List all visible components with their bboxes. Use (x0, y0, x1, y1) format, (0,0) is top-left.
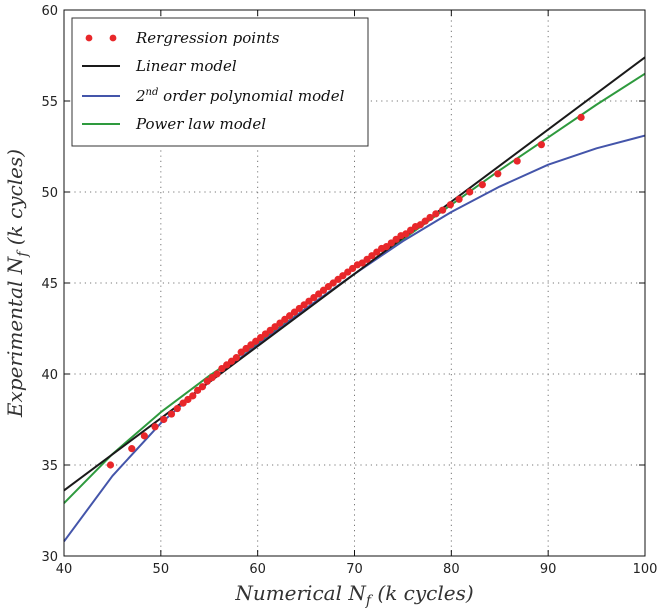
x-axis-label: Numerical Nf (k cycles) (234, 581, 473, 609)
x-axis-label-prefix: Numerical (234, 581, 348, 605)
legend-label-polynomial-sup: nd (146, 87, 159, 98)
x-axis-label-suffix: (k cycles) (371, 581, 474, 605)
legend-label-regression-points: Rergression points (135, 29, 280, 47)
legend-box (71, 17, 369, 147)
regression-point (478, 181, 486, 189)
regression-point (432, 210, 440, 218)
regression-point (466, 188, 474, 196)
legend-label-polynomial-rest: order polynomial model (158, 87, 344, 105)
regression-point (213, 370, 221, 378)
y-axis-label-sub: f (15, 249, 31, 258)
y-axis-label: Experimental Nf (k cycles) (3, 149, 31, 418)
regression-point (167, 410, 176, 418)
ticks: 40 50 60 70 80 90 100 30 35 40 45 50 55 60 (41, 4, 657, 577)
y-axis-label-prefix: Experimental (3, 274, 27, 418)
legend-label-linear: Linear model (135, 57, 237, 75)
regression-point (446, 201, 454, 209)
x-tick-label: 90 (540, 562, 557, 577)
regression-point (537, 141, 545, 149)
legend-marker-regression-point (109, 34, 117, 42)
y-tick-label: 45 (41, 277, 58, 292)
grid (64, 10, 645, 556)
regression-point (232, 354, 240, 362)
x-axis-label-var: N (347, 581, 367, 605)
series-layer (63, 56, 646, 543)
regression-point (160, 415, 168, 424)
x-tick-label: 60 (249, 562, 266, 577)
legend-label-polynomial: 2nd order polynomial model (135, 87, 345, 105)
regression-point (151, 423, 159, 431)
y-tick-label: 50 (41, 186, 58, 201)
y-tick-label: 35 (41, 459, 58, 474)
regression-point (128, 445, 136, 453)
regression-point (173, 404, 181, 413)
regression-point (577, 113, 585, 121)
regression-point (455, 195, 463, 203)
y-axis-label-var: N (3, 255, 27, 275)
legend-marker-regression-point (85, 34, 93, 42)
regression-point (426, 213, 434, 222)
x-tick-label: 70 (346, 562, 363, 577)
x-tick-label: 40 (56, 562, 73, 577)
y-tick-label: 55 (41, 95, 58, 110)
y-tick-label: 40 (41, 368, 58, 383)
regression-point (198, 383, 207, 391)
y-tick-label: 30 (41, 550, 58, 565)
legend: Rergression points Linear model 2nd orde… (71, 17, 369, 147)
regression-point (513, 157, 521, 165)
regression-point (494, 170, 502, 178)
legend-label-power-law: Power law model (135, 115, 266, 133)
x-tick-label: 80 (443, 562, 460, 577)
regression-point (106, 461, 115, 469)
x-tick-label: 50 (153, 562, 170, 577)
x-axis-label-sub: f (365, 593, 374, 609)
regression-point (189, 392, 197, 400)
legend-label-polynomial-number: 2 (135, 87, 146, 105)
y-tick-label: 60 (41, 4, 58, 19)
x-tick-label: 100 (633, 562, 658, 577)
y-axis-label-suffix: (k cycles) (3, 149, 27, 252)
regression-point (439, 206, 447, 214)
regression-point (140, 432, 148, 440)
